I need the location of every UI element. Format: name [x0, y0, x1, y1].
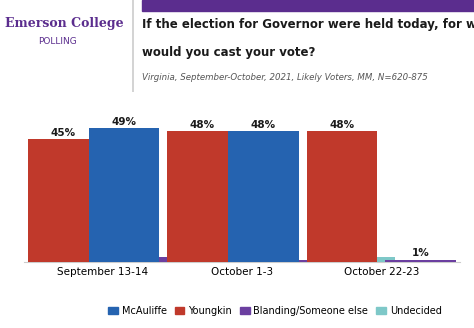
Text: POLLING: POLLING: [38, 37, 77, 46]
Bar: [246, 260, 316, 262]
Bar: [142, 0, 474, 11]
Text: 5%: 5%: [211, 237, 229, 247]
Text: 2%: 2%: [351, 246, 368, 256]
Bar: [385, 260, 456, 262]
Text: 1%: 1%: [411, 248, 429, 258]
Text: 48%: 48%: [251, 120, 276, 130]
Text: 48%: 48%: [329, 120, 355, 130]
Text: 48%: 48%: [190, 120, 215, 130]
Bar: [228, 131, 299, 262]
Text: 45%: 45%: [50, 128, 75, 138]
Text: If the election for Governor were held today, for whom: If the election for Governor were held t…: [142, 18, 474, 31]
Text: 1%: 1%: [272, 248, 290, 258]
Text: 2%: 2%: [133, 246, 150, 256]
Text: 49%: 49%: [111, 117, 137, 127]
Text: Emerson College: Emerson College: [5, 16, 123, 30]
Bar: [167, 131, 238, 262]
Legend: McAuliffe, Youngkin, Blanding/Someone else, Undecided: McAuliffe, Youngkin, Blanding/Someone el…: [104, 302, 446, 320]
Bar: [0, 129, 20, 262]
Bar: [184, 249, 255, 262]
Bar: [307, 131, 377, 262]
Bar: [106, 257, 177, 262]
Bar: [89, 129, 159, 262]
Text: would you cast your vote?: would you cast your vote?: [142, 46, 316, 59]
Bar: [324, 257, 395, 262]
Bar: [27, 139, 98, 262]
Bar: [464, 254, 474, 262]
Text: Virginia, September-October, 2021, Likely Voters, MM, N=620-875: Virginia, September-October, 2021, Likel…: [142, 73, 428, 82]
